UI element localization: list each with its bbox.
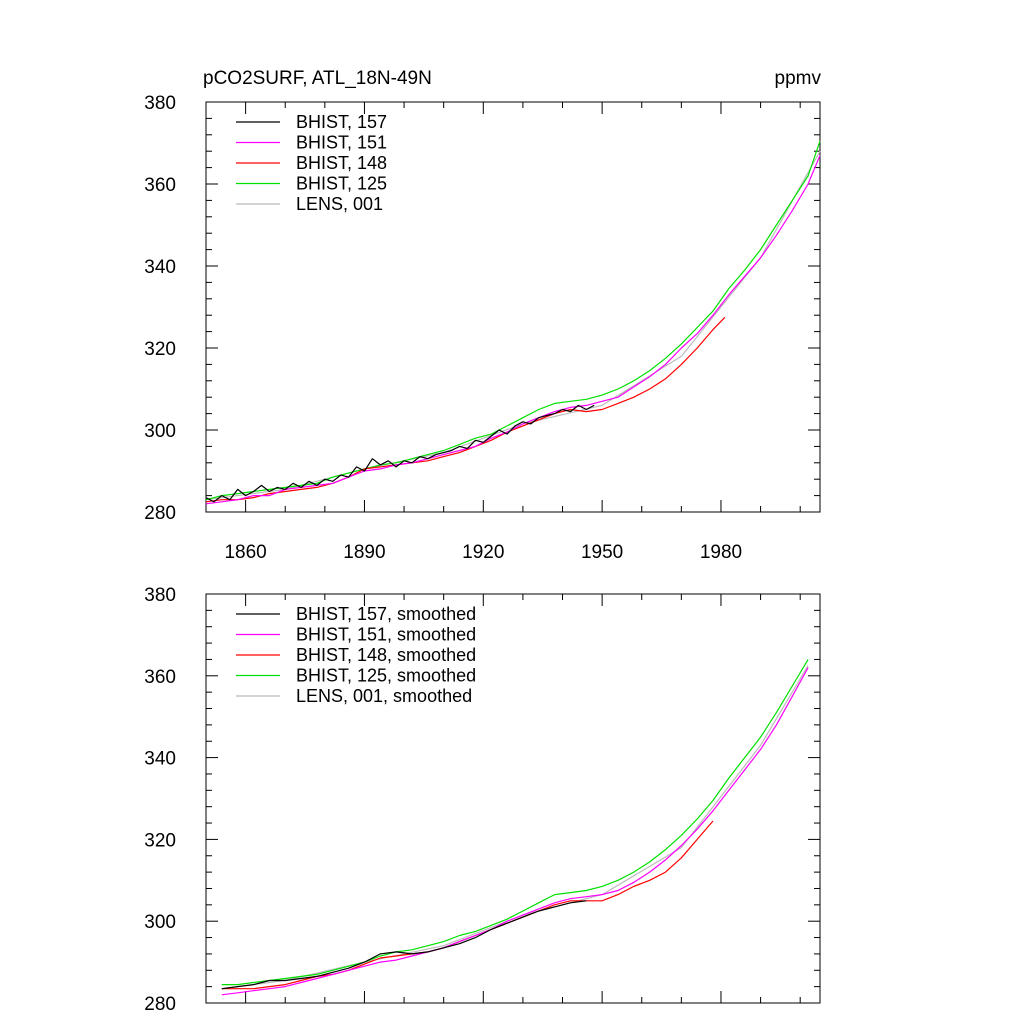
y-tick-label: 300 xyxy=(144,912,176,933)
x-tick-label: 1980 xyxy=(700,542,742,563)
legend-label: BHIST, 148, smoothed xyxy=(296,645,476,665)
legend-label: BHIST, 125, smoothed xyxy=(296,666,476,686)
plot-frame xyxy=(205,101,821,513)
series-line xyxy=(205,155,821,505)
x-tick-label: 1890 xyxy=(343,542,385,563)
series-line xyxy=(205,316,726,503)
series-line xyxy=(221,820,714,990)
y-tick-label: 280 xyxy=(144,994,176,1015)
plot-frame xyxy=(205,593,821,1004)
y-tick-label: 280 xyxy=(144,503,176,524)
series-line xyxy=(221,659,809,986)
y-tick-label: 340 xyxy=(144,257,176,278)
legend-label: LENS, 001, smoothed xyxy=(296,686,472,706)
series-line xyxy=(221,667,809,996)
series-line xyxy=(221,665,809,990)
y-tick-label: 380 xyxy=(144,585,176,606)
y-tick-label: 320 xyxy=(144,339,176,360)
units-label: ppmv xyxy=(775,68,822,89)
y-tick-label: 360 xyxy=(144,667,176,688)
legend-label: BHIST, 157 xyxy=(296,112,387,132)
legend-label: BHIST, 157, smoothed xyxy=(296,604,476,624)
legend-label: BHIST, 151, smoothed xyxy=(296,625,476,645)
y-tick-label: 320 xyxy=(144,830,176,851)
series-line xyxy=(205,404,595,503)
legend-label: BHIST, 125 xyxy=(296,174,387,194)
top-panel: pCO2SURF, ATL_18N-49N ppmv 280 300 320 340 3… xyxy=(144,68,821,563)
series-line xyxy=(221,900,587,990)
y-tick-label: 360 xyxy=(144,175,176,196)
y-tick-label: 380 xyxy=(144,93,176,114)
legend-label: BHIST, 148 xyxy=(296,153,387,173)
chart-title: pCO2SURF, ATL_18N-49N xyxy=(203,68,432,89)
y-tick-label: 300 xyxy=(144,421,176,442)
x-tick-label: 1860 xyxy=(224,542,266,563)
x-tick-label: 1920 xyxy=(462,542,504,563)
y-tick-label: 340 xyxy=(144,749,176,770)
series-line xyxy=(205,140,821,501)
legend-label: LENS, 001 xyxy=(296,194,383,214)
x-tick-label: 1950 xyxy=(581,542,623,563)
legend-label: BHIST, 151 xyxy=(296,133,387,153)
